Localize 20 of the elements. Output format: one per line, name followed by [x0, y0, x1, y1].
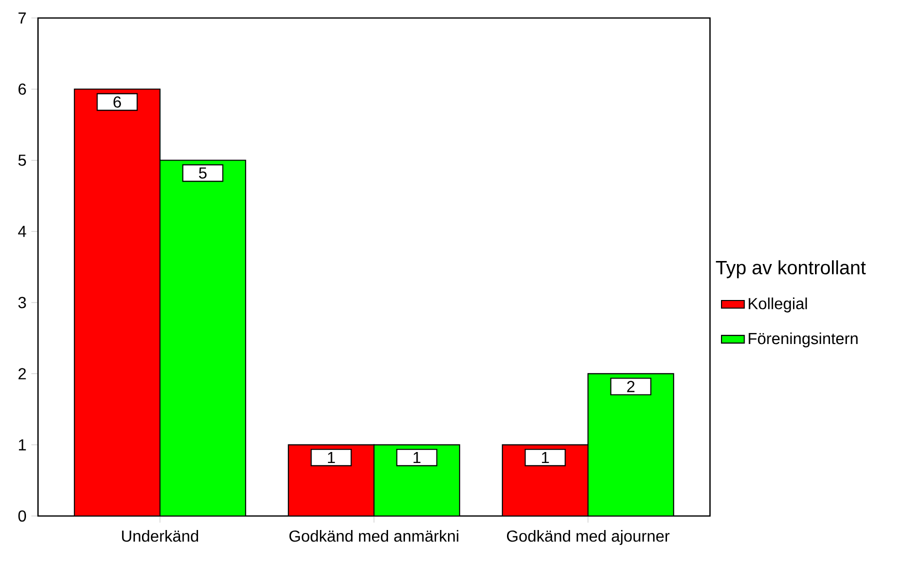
x-tick-label: Godkänd med anmärkni: [289, 530, 458, 542]
y-tick-label: 7: [18, 12, 26, 24]
legend-title: Typ av kontrollant: [716, 260, 866, 278]
data-label: 1: [542, 452, 549, 464]
y-tick-label: 2: [18, 368, 26, 380]
y-tick-label: 5: [18, 154, 26, 166]
data-label: 5: [198, 167, 207, 179]
y-tick-label: 6: [18, 83, 26, 95]
legend-label: Kollegial: [748, 298, 807, 312]
x-tick-label: Godkänd med ajourner: [506, 530, 670, 545]
y-tick-label: 3: [18, 296, 26, 308]
data-label: 2: [627, 380, 634, 392]
data-label: 1: [328, 452, 335, 464]
y-tick-label: 4: [18, 226, 26, 237]
y-tick-label: 1: [18, 439, 26, 450]
data-label: 6: [114, 96, 121, 108]
y-tick-label: 0: [18, 510, 26, 522]
legend-label: Föreningsintern: [748, 332, 858, 348]
data-label: 1: [414, 452, 420, 464]
x-tick-label: Underkänd: [122, 530, 198, 542]
